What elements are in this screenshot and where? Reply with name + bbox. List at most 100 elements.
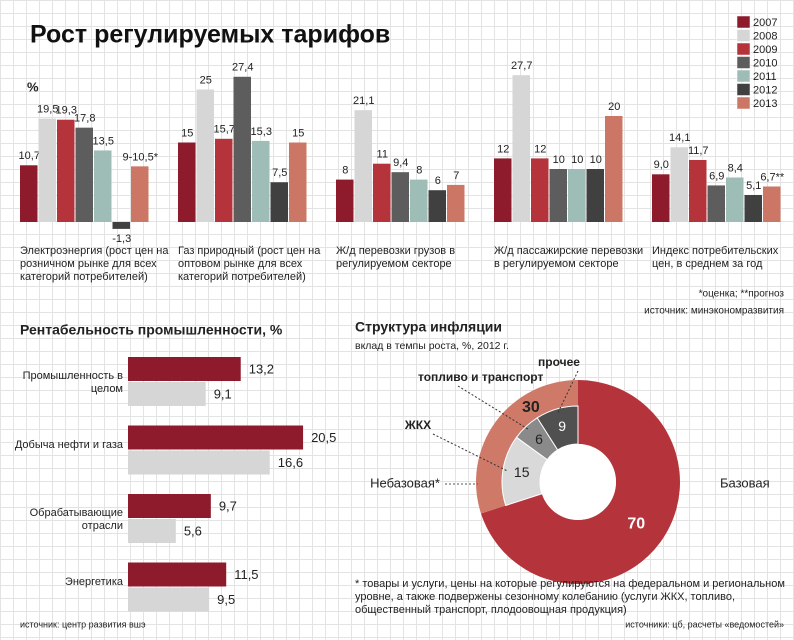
value-label: 11 [377,149,388,161]
legend-swatch [736,42,751,56]
source: источник: центр развития вшэ [20,619,146,629]
bar [215,138,233,222]
legend-swatch [736,96,751,110]
category-label: топливо и транспорт [418,370,543,384]
value-label: 11,5 [234,567,258,582]
bar [128,450,270,475]
category-label: Энергетика [64,575,123,588]
category-label: Ж/д перевозки грузов в регулируемом сект… [336,245,456,270]
bar [131,166,149,222]
leader-line [457,385,529,430]
bar [252,140,270,222]
bar [512,75,530,222]
legend-label: 2012 [753,84,777,96]
bar [57,119,75,222]
bar [568,169,586,222]
bar [428,190,446,222]
category-label: Газ природный (рост цен на оптовом рынке… [178,245,321,283]
value-label: 16,6 [278,455,303,470]
value-label: 20 [608,101,620,113]
value-label: 6,7** [760,171,785,183]
bar [233,76,251,222]
leader-line [432,433,508,472]
value-label: 9,1 [214,386,232,401]
bar [744,194,762,222]
chart-title: Рост регулируемых тарифов [30,21,390,49]
value-label: 15,7 [214,124,235,136]
footnote: * товары и услуги, цены на которые регул… [355,578,785,616]
legend-label: 2009 [753,44,777,56]
note: источник: минэкономразвития [644,306,784,317]
chart-subtitle: вклад в темпы роста, %, 2012 г. [355,340,509,352]
value-label: 27,4 [232,62,253,74]
value-label: 8,4 [728,162,743,174]
value-label: 10 [553,154,565,166]
bar [447,184,465,222]
category-label: Промышленность в целом [22,370,123,395]
value-label: 6 [535,431,543,447]
bar [586,169,604,222]
category-label: прочее [538,355,580,369]
chart-title: Структура инфляции [355,319,502,335]
value-label: 10 [571,154,583,166]
source: источники: цб, расчеты «ведомостей» [625,619,784,629]
value-label: 30 [522,399,540,416]
bar [128,494,211,518]
bar [763,186,781,222]
unit-label: % [27,79,39,94]
value-label: 10 [590,154,602,166]
value-label: 15 [514,464,530,480]
bar [289,142,307,222]
donut-segment [480,380,680,584]
legend-swatch [736,15,751,29]
value-label: 8 [342,165,348,177]
legend-label: 2010 [753,57,777,69]
value-label: 12 [534,143,546,155]
category-label: Ж/д пассажирские перевозки в регулируемо… [494,245,644,270]
value-label: 9 [558,418,566,434]
value-label: 5,6 [184,523,202,538]
value-label: 7,5 [272,167,287,179]
chart-title: Рентабельность промышленности, % [20,322,283,338]
legend-label: 2007 [753,17,777,29]
value-label: 15 [292,127,304,139]
bar [354,110,372,222]
value-label: 7 [453,170,459,182]
bar [128,562,227,587]
legend-label: 2013 [753,98,777,110]
value-label: 21,1 [353,95,374,107]
bar [726,177,744,222]
value-label: 20,5 [311,430,336,445]
bar [373,163,391,222]
value-label: 17,8 [74,113,95,125]
legend-swatch [736,83,751,96]
category-label: Добыча нефти и газа [14,438,123,451]
category-label: Индекс потребительских цен, в среднем за… [652,245,779,270]
bar [531,158,549,222]
bar [605,116,623,222]
value-label: -1,3 [112,233,131,245]
value-label: 6 [435,175,441,187]
category-label: Обрабатывающие отрасли [29,507,123,532]
bar [112,222,130,229]
bar [94,150,112,222]
value-label: 25 [200,74,212,86]
bar [270,182,288,222]
category-label: Электроэнергия (рост цен на розничном ры… [20,245,169,283]
category-label: Небазовая* [370,475,440,490]
value-label: 9,0 [654,159,669,171]
value-label: 19,5 [37,104,58,116]
note: *оценка; **прогноз [699,289,785,300]
bar [128,382,206,406]
bar [410,179,428,222]
value-label: 10,7 [19,150,40,162]
legend-label: 2011 [753,71,777,83]
legend-swatch [736,29,751,42]
value-label: 9,7 [219,498,237,513]
bar [128,357,241,381]
bar [20,165,38,222]
value-label: 9,5 [217,592,235,607]
bar [336,179,354,222]
